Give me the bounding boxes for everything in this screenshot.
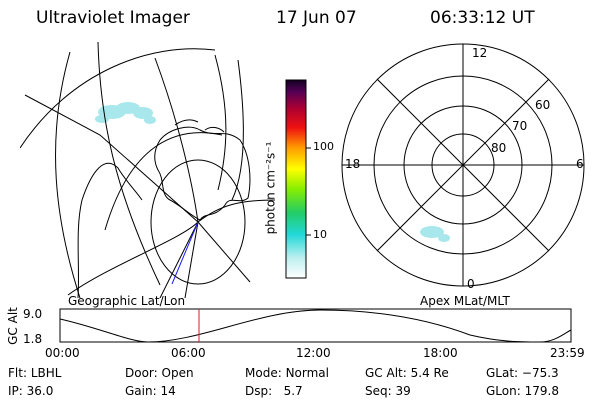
- timeline-tick: 06:00: [171, 346, 206, 360]
- mlt-label-18: 18: [345, 157, 361, 171]
- ip-readout: IP: 36.0: [8, 384, 54, 398]
- geographic-map: [20, 41, 275, 298]
- glon-readout: GLon: 179.8: [486, 384, 559, 398]
- timeline-tick: 23:59: [550, 346, 585, 360]
- apex-panel-label: Apex MLat/MLT: [420, 294, 510, 308]
- colorbar-tick-10: 10: [313, 228, 327, 241]
- colorbar-tick-100: 100: [313, 140, 334, 153]
- app-title: Ultraviolet Imager: [36, 8, 190, 28]
- polar-emission-patch: [420, 226, 450, 242]
- mlt-label-12: 12: [472, 46, 488, 60]
- mlat-label-60: 60: [535, 98, 551, 112]
- date-readout: 17 Jun 07: [276, 8, 357, 28]
- mlat-label-80: 80: [491, 141, 507, 155]
- timeline-y-max: 9.0: [23, 307, 43, 321]
- timeline-tick: 18:00: [423, 346, 458, 360]
- gc-alt-readout: GC Alt: 5.4 Re: [365, 366, 449, 380]
- time-readout: 06:33:12 UT: [430, 8, 535, 28]
- polar-plot: [341, 43, 585, 287]
- colorbar: [285, 79, 311, 279]
- colorbar-unit-label: photon cm⁻²s⁻¹: [263, 141, 278, 235]
- mlat-label-70: 70: [512, 119, 528, 133]
- glat-readout: GLat: −75.3: [486, 366, 559, 380]
- geographic-panel-label: Geographic Lat/Lon: [68, 294, 186, 308]
- gain-readout: Gain: 14: [125, 384, 176, 398]
- mlt-label-6: 6: [576, 157, 584, 171]
- filter-readout: Flt: LBHL: [8, 366, 62, 380]
- mode-readout: Mode: Normal: [245, 366, 329, 380]
- timeline-tick: 12:00: [296, 346, 331, 360]
- sequence-readout: Seq: 39: [365, 384, 411, 398]
- mlt-label-0: 0: [467, 277, 475, 291]
- timeline-y-min: 1.8: [23, 332, 43, 346]
- dsp-readout: Dsp: 5.7: [245, 384, 303, 398]
- timeline-axis-label: GC Alt: [5, 307, 20, 345]
- timeline-plot: [59, 308, 572, 343]
- door-readout: Door: Open: [125, 366, 194, 380]
- timeline-tick: 00:00: [45, 346, 80, 360]
